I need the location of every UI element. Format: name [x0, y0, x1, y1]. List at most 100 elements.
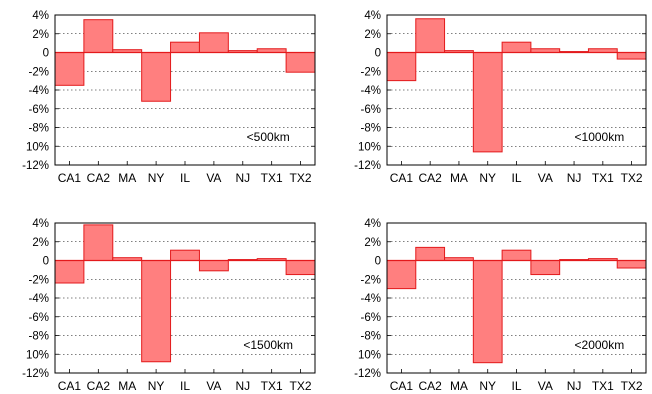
x-tick-label-ma: MA: [118, 379, 136, 393]
y-tick-label: 10%: [358, 349, 381, 361]
y-tick-label: -8%: [361, 123, 381, 135]
y-tick-label: 0: [375, 256, 381, 268]
bar-ca1: [386, 260, 417, 290]
y-tick-label: -6%: [29, 312, 49, 324]
bar-va: [198, 260, 229, 272]
y-tick-label: 4%: [364, 10, 381, 22]
y-tick-label: 4%: [364, 218, 381, 230]
y-tick-label: -4%: [361, 293, 381, 305]
x-tick-label-il: IL: [180, 379, 190, 393]
chart-panel-1500km: 4% 2% 0 -2% -4% -6% -8% 10% -12% CA1 CA2 MA NY IL VA NJ…: [22, 218, 316, 393]
y-tick-label: -4%: [29, 85, 49, 97]
y-tick-label: -2%: [361, 274, 381, 286]
chart-panel-1000km: 4% 2% 0 -2% -4% -6% -8% 10% -12% CA1 CA2 MA NY IL VA NJ…: [354, 10, 647, 185]
annotation-label: <1000km: [575, 130, 625, 144]
x-tick-label-nj: NJ: [567, 379, 582, 393]
x-tick-label-tx2: TX2: [621, 379, 643, 393]
y-tick-label: -8%: [29, 331, 49, 343]
x-tick-label-va: VA: [538, 171, 553, 185]
x-tick-label-tx1: TX1: [592, 379, 614, 393]
bar-il: [501, 249, 532, 261]
x-tick-label-ca2: CA2: [418, 171, 442, 185]
x-tick-label-ca1: CA1: [58, 171, 82, 185]
y-tick-label: 10%: [358, 141, 381, 153]
bar-tx2: [616, 260, 647, 269]
bar-ca1: [386, 52, 417, 82]
y-tick-label: -2%: [29, 66, 49, 78]
y-tick-label: 2%: [32, 237, 49, 249]
bar-ca2: [415, 18, 446, 53]
x-tick-label-ca1: CA1: [58, 379, 82, 393]
x-tick-label-tx1: TX1: [261, 171, 283, 185]
y-tick-label: 10%: [26, 349, 49, 361]
y-tick-label: 4%: [32, 10, 49, 22]
x-tick-label-ca1: CA1: [390, 379, 414, 393]
y-tick-label: 0: [43, 48, 49, 60]
y-tick-label: -12%: [22, 160, 49, 172]
bar-ca2: [415, 246, 446, 261]
y-tick-label: 2%: [32, 29, 49, 41]
x-tick-label-ma: MA: [450, 171, 468, 185]
y-tick-label: -4%: [29, 293, 49, 305]
bar-il: [501, 41, 532, 53]
x-tick-label-va: VA: [538, 379, 553, 393]
x-tick-label-nj: NJ: [235, 379, 250, 393]
y-tick-label: 10%: [26, 141, 49, 153]
x-tick-label-ca2: CA2: [87, 171, 111, 185]
x-tick-label-ca2: CA2: [418, 379, 442, 393]
x-tick-label-tx2: TX2: [621, 171, 643, 185]
x-tick-label-ny: NY: [148, 379, 165, 393]
y-tick-label: -6%: [29, 104, 49, 116]
y-tick-label: -2%: [29, 274, 49, 286]
annotation-label: <1500km: [243, 338, 293, 352]
bar-ca1: [54, 52, 85, 86]
x-tick-label-nj: NJ: [235, 171, 250, 185]
x-tick-label-tx1: TX1: [592, 171, 614, 185]
annotation-label: <500km: [247, 130, 290, 144]
x-tick-label-ny: NY: [479, 379, 496, 393]
bar-tx2: [616, 52, 647, 60]
x-tick-label-il: IL: [511, 171, 521, 185]
bar-ca1: [54, 260, 85, 284]
x-tick-label-ca1: CA1: [390, 171, 414, 185]
bar-ca2: [83, 224, 114, 261]
x-tick-label-tx2: TX2: [290, 379, 312, 393]
bar-ca2: [83, 19, 114, 53]
y-tick-label: 2%: [364, 237, 381, 249]
bar-ny: [141, 260, 172, 363]
y-tick-label: -2%: [361, 66, 381, 78]
x-tick-label-ny: NY: [479, 171, 496, 185]
y-tick-label: -8%: [361, 331, 381, 343]
chart-panel-2000km: 4% 2% 0 -2% -4% -6% -8% 10% -12% CA1 CA2 MA NY IL VA NJ…: [354, 218, 647, 393]
x-tick-label-tx2: TX2: [290, 171, 312, 185]
x-tick-label-il: IL: [511, 379, 521, 393]
bar-ny: [472, 260, 503, 364]
bar-tx2: [285, 260, 316, 276]
y-tick-label: 0: [375, 48, 381, 60]
y-tick-label: 4%: [32, 218, 49, 230]
y-tick-label: 2%: [364, 29, 381, 41]
x-tick-label-va: VA: [206, 379, 221, 393]
y-tick-label: -12%: [354, 368, 381, 380]
y-tick-label: -6%: [361, 312, 381, 324]
x-tick-label-ma: MA: [450, 379, 468, 393]
x-tick-label-il: IL: [180, 171, 190, 185]
x-tick-label-ma: MA: [118, 171, 136, 185]
chart-panel-500km: 4% 2% 0 -2% -4% -6% -8% 10% -12% CA1 CA2 MA NY IL VA NJ…: [22, 10, 316, 185]
bar-va: [198, 32, 229, 53]
bar-il: [170, 41, 200, 53]
bar-tx2: [285, 52, 316, 73]
annotation-label: <2000km: [575, 338, 625, 352]
x-tick-label-nj: NJ: [567, 171, 582, 185]
bar-ny: [141, 52, 172, 102]
y-tick-label: 0: [43, 256, 49, 268]
y-tick-label: -6%: [361, 104, 381, 116]
bar-va: [530, 260, 561, 276]
y-tick-label: -8%: [29, 123, 49, 135]
y-tick-label: -12%: [354, 160, 381, 172]
x-tick-label-ny: NY: [148, 171, 165, 185]
y-tick-label: -4%: [361, 85, 381, 97]
bar-ny: [472, 52, 503, 153]
x-tick-label-ca2: CA2: [87, 379, 111, 393]
